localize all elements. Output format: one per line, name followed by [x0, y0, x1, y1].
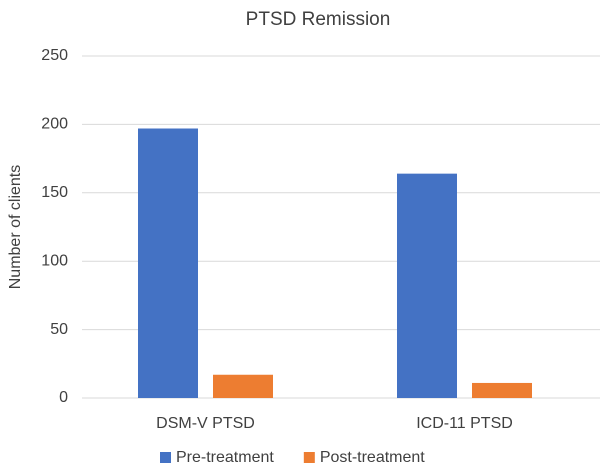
y-tick-label: 250	[41, 47, 68, 64]
legend-label: Pre-treatment	[176, 449, 274, 466]
y-axis-label: Number of clients	[7, 165, 24, 290]
y-tick-label: 100	[41, 252, 68, 269]
chart-title: PTSD Remission	[246, 9, 391, 30]
legend-label: Post-treatment	[320, 449, 425, 466]
y-tick-label: 0	[59, 389, 68, 406]
legend-swatch	[303, 452, 315, 463]
x-tick-label: ICD-11 PTSD	[416, 415, 513, 432]
legend-swatch	[160, 452, 171, 463]
bar	[138, 128, 198, 398]
bar	[472, 382, 532, 398]
y-tick-label: 50	[50, 321, 68, 338]
bar	[213, 374, 273, 398]
x-tick-label: DSM-V PTSD	[156, 415, 255, 432]
y-tick-label: 200	[41, 116, 68, 133]
bar	[397, 173, 457, 398]
y-tick-label: 150	[41, 184, 68, 201]
